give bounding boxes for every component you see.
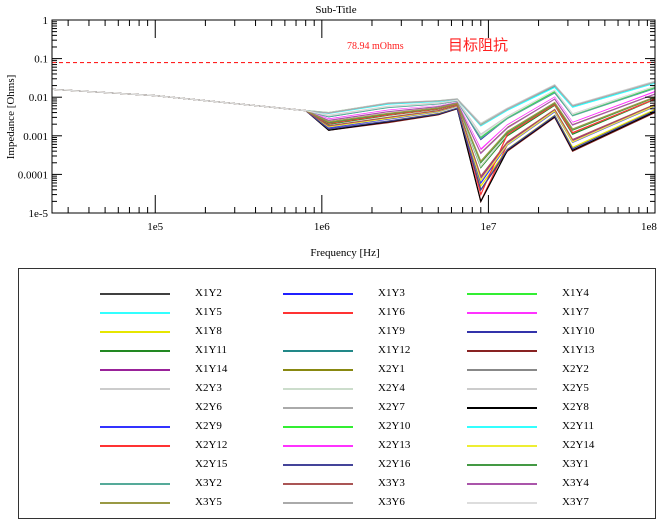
legend-label: X1Y11	[195, 344, 227, 356]
legend-label: X2Y12	[195, 439, 228, 451]
legend-label: X3Y6	[378, 496, 405, 508]
legend-swatch	[100, 312, 170, 314]
y-axis-label: Impedance [Ohms]	[5, 75, 17, 160]
legend-label: X1Y13	[562, 344, 595, 356]
axes: 1 0.1 0.01 0.001 0.0001 1e-5 1e5 1e6 1e7 1e8	[18, 15, 658, 233]
legend-swatch	[283, 426, 353, 428]
y-tick-label: 0.01	[29, 92, 48, 104]
x-tick-label: 1e5	[147, 221, 163, 233]
legend-label: X2Y13	[378, 439, 411, 451]
legend-label: X2Y15	[195, 458, 228, 470]
legend-swatch	[100, 369, 170, 371]
legend-swatch	[100, 350, 170, 352]
legend-label: X1Y9	[378, 325, 405, 337]
legend-label: X1Y2	[195, 287, 222, 299]
plot-frame	[51, 19, 656, 214]
legend: X1Y2 X1Y3 X1Y4 X1Y5 X1Y6 X1Y7 X1Y8 X1Y9 X1Y10 X1Y…	[18, 268, 656, 519]
legend-swatch	[100, 293, 170, 295]
legend-swatch	[467, 464, 537, 466]
legend-swatch	[467, 312, 537, 314]
legend-swatch	[283, 445, 353, 447]
legend-swatch	[467, 350, 537, 352]
legend-label: X1Y6	[378, 306, 405, 318]
legend-swatch	[283, 464, 353, 466]
legend-label: X2Y4	[378, 382, 405, 394]
legend-label: X1Y14	[195, 363, 228, 375]
legend-label: X2Y3	[195, 382, 222, 394]
legend-swatch	[283, 369, 353, 371]
series-layer	[51, 80, 656, 204]
legend-label: X2Y8	[562, 401, 589, 413]
legend-swatch	[467, 426, 537, 428]
legend-label: X3Y1	[562, 458, 589, 470]
legend-swatch	[100, 426, 170, 428]
legend-swatch	[283, 483, 353, 485]
legend-swatch	[283, 312, 353, 314]
legend-swatch	[100, 464, 170, 466]
legend-label: X2Y10	[378, 420, 411, 432]
legend-swatch	[283, 502, 353, 504]
legend-swatch	[100, 331, 170, 333]
y-tick-label: 1	[43, 15, 49, 27]
legend-label: X1Y4	[562, 287, 589, 299]
legend-swatch	[467, 445, 537, 447]
legend-label: X1Y12	[378, 344, 411, 356]
x-tick-label: 1e7	[480, 221, 496, 233]
legend-swatch	[467, 483, 537, 485]
legend-swatch	[100, 445, 170, 447]
legend-label: X2Y14	[562, 439, 595, 451]
x-tick-label: 1e6	[314, 221, 330, 233]
legend-label: X1Y10	[562, 325, 595, 337]
legend-swatch	[467, 293, 537, 295]
legend-swatch	[283, 388, 353, 390]
target-note: 目标阻抗	[448, 36, 508, 54]
legend-label: X2Y7	[378, 401, 405, 413]
legend-swatch	[467, 502, 537, 504]
legend-label: X1Y8	[195, 325, 222, 337]
legend-label: X3Y5	[195, 496, 222, 508]
legend-label: X2Y9	[195, 420, 222, 432]
legend-swatch	[467, 407, 537, 409]
legend-label: X2Y2	[562, 363, 589, 375]
legend-label: X1Y7	[562, 306, 589, 318]
legend-label: X2Y1	[378, 363, 405, 375]
x-axis-label: Frequency [Hz]	[310, 247, 379, 259]
legend-swatch	[467, 331, 537, 333]
y-tick-label: 0.1	[34, 54, 48, 66]
legend-swatch	[283, 350, 353, 352]
target-value-label: 78.94 mOhms	[347, 41, 404, 52]
legend-label: X3Y4	[562, 477, 589, 489]
y-tick-label: 1e-5	[28, 208, 48, 220]
legend-label: X2Y5	[562, 382, 589, 394]
series-line-x3y7	[51, 85, 656, 137]
legend-swatch	[283, 331, 353, 333]
legend-swatch	[100, 483, 170, 485]
y-tick-label: 0.001	[23, 131, 48, 143]
legend-label: X1Y5	[195, 306, 222, 318]
legend-label: X2Y6	[195, 401, 222, 413]
legend-label: X2Y11	[562, 420, 594, 432]
legend-label: X3Y7	[562, 496, 589, 508]
legend-label: X2Y16	[378, 458, 411, 470]
x-tick-label: 1e8	[641, 221, 657, 233]
legend-label: X3Y3	[378, 477, 405, 489]
legend-swatch	[283, 293, 353, 295]
legend-swatch	[100, 502, 170, 504]
legend-swatch	[467, 388, 537, 390]
legend-swatch	[283, 407, 353, 409]
legend-swatch	[100, 388, 170, 390]
y-tick-label: 0.0001	[18, 169, 48, 181]
chart-title: Sub-Title	[315, 4, 356, 16]
legend-swatch	[467, 369, 537, 371]
legend-swatch	[100, 407, 170, 409]
legend-label: X1Y3	[378, 287, 405, 299]
legend-label: X3Y2	[195, 477, 222, 489]
